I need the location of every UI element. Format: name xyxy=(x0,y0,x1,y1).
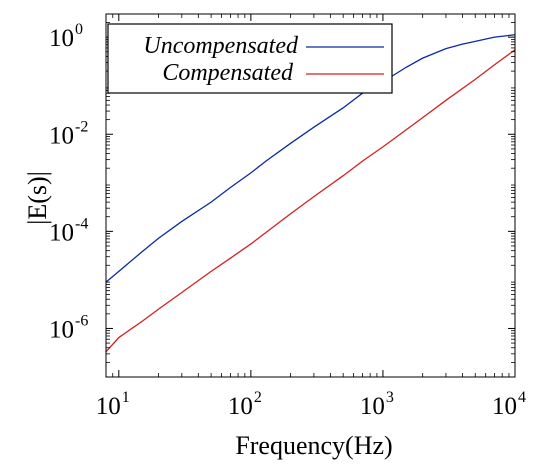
x-tick-label-exponent: 4 xyxy=(518,389,526,406)
y-tick-label-exponent: -4 xyxy=(75,215,88,232)
legend-label-compensated: Compensated xyxy=(162,60,294,86)
legend-box xyxy=(107,23,393,94)
x-tick-label: 10 xyxy=(492,393,517,420)
y-axis-label: |E(s)| xyxy=(23,171,52,225)
series-line-uncompensated xyxy=(105,34,516,283)
x-tick-label: 10 xyxy=(96,393,121,420)
y-tick-label-exponent: -2 xyxy=(75,118,88,135)
x-axis-label: Frequency(Hz) xyxy=(235,431,392,460)
y-tick-label: 10 xyxy=(49,316,74,343)
y-tick-label: 10 xyxy=(49,122,74,149)
y-tick-label: 10 xyxy=(49,25,74,52)
plot-area xyxy=(105,13,516,378)
x-tick-label-exponent: 2 xyxy=(254,389,262,406)
axes-frame xyxy=(105,13,516,378)
y-tick-label: 10 xyxy=(49,219,74,246)
x-ticks: 10 1 10 2 10 3 10 4 xyxy=(96,14,526,420)
x-tick-label-exponent: 1 xyxy=(122,389,130,406)
x-tick-label: 10 xyxy=(228,393,253,420)
x-tick-label: 10 xyxy=(360,393,385,420)
y-tick-label-exponent: -6 xyxy=(75,312,88,329)
series-line-compensated xyxy=(105,49,516,353)
x-tick-label-exponent: 3 xyxy=(386,389,394,406)
legend-label-uncompensated: Uncompensated xyxy=(143,33,299,59)
y-tick-label-exponent: 0 xyxy=(75,21,83,38)
